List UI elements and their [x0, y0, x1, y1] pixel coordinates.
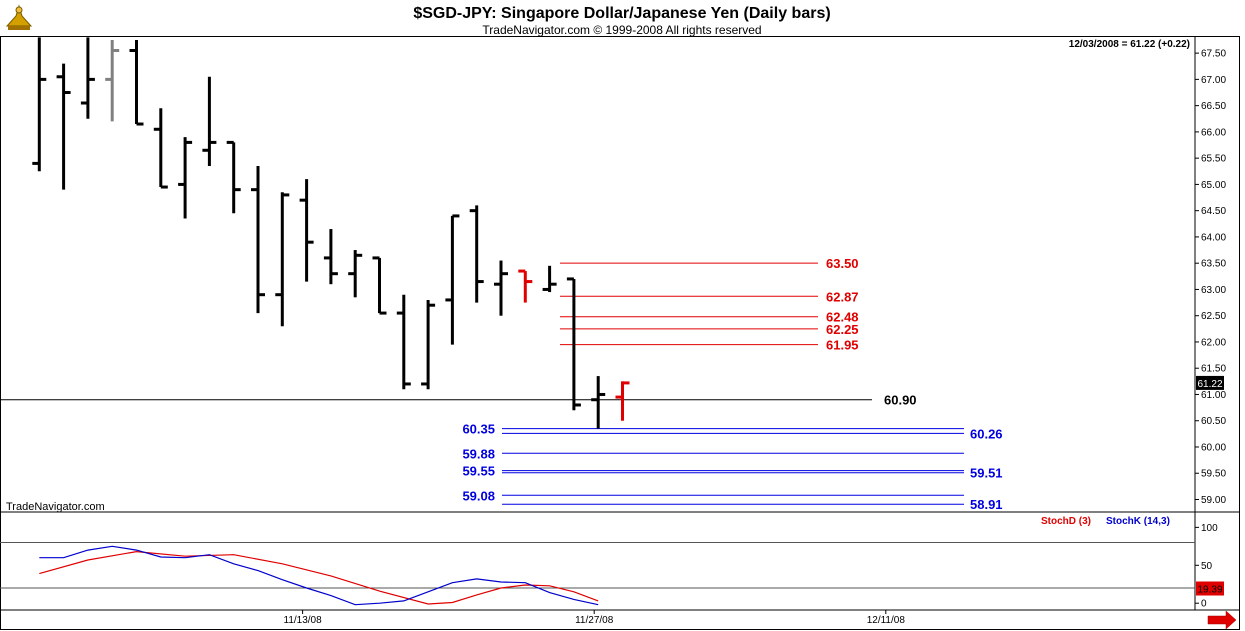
ohlc-bar	[421, 299, 436, 390]
resistance-label: 61.95	[826, 338, 859, 353]
stoch-tag-box	[1196, 581, 1224, 596]
ohlc-bar	[202, 76, 217, 167]
scroll-right-arrow-icon[interactable]	[1207, 610, 1237, 630]
ohlc-bar	[226, 140, 241, 214]
support-label: 59.51	[970, 466, 1003, 481]
stoch-axis: 100 50 0 19.39	[0, 523, 1224, 610]
support-label: 60.35	[462, 422, 495, 437]
ohlc-bars	[32, 37, 630, 429]
price-tick-label: 65.00	[1201, 180, 1226, 191]
stoch-tag-label: 19.39	[1197, 585, 1222, 596]
price-tick-label: 67.00	[1201, 75, 1226, 86]
ohlc-bar	[251, 166, 265, 314]
chart-title: $SGD-JPY: Singapore Dollar/Japanese Yen …	[413, 5, 830, 22]
time-tick-label: 11/27/08	[575, 615, 614, 626]
ohlc-bar	[372, 256, 387, 315]
legend-stoch-k: StochK (14,3)	[1106, 516, 1170, 527]
chart-frame	[0, 36, 1240, 630]
ohlc-bar	[469, 205, 484, 303]
ohlc-bar	[566, 277, 581, 411]
stoch-tick-label: 50	[1201, 561, 1213, 572]
ohlc-bar	[153, 108, 168, 189]
stoch-legend: StochD (3) StochK (14,3)	[1041, 516, 1170, 527]
price-tick-label: 66.00	[1201, 127, 1226, 138]
ohlc-bar	[299, 179, 314, 282]
ohlc-bar	[615, 381, 630, 421]
ohlc-bar	[178, 137, 193, 219]
support-label: 59.08	[462, 488, 495, 503]
ohlc-bar	[494, 260, 508, 316]
stoch-series-line	[39, 545, 599, 606]
price-tick-label: 62.50	[1201, 311, 1226, 322]
price-tick-label: 62.00	[1201, 337, 1226, 348]
ohlc-bar	[348, 250, 363, 298]
ohlc-bar	[129, 40, 144, 126]
last-price-tag-label: 61.22	[1197, 379, 1222, 390]
time-tick-label: 11/13/08	[284, 615, 323, 626]
last-price-tag: 61.22	[1196, 375, 1224, 390]
ohlc-bar	[275, 192, 290, 327]
price-tick-label: 60.00	[1201, 442, 1226, 453]
price-tick-label: 64.00	[1201, 232, 1226, 243]
ohlc-bar	[32, 37, 47, 172]
price-tick-label: 66.50	[1201, 101, 1226, 112]
price-tick-label: 63.50	[1201, 259, 1226, 270]
resistance-label: 63.50	[826, 256, 859, 271]
stoch-tick-label: 0	[1201, 599, 1207, 610]
ohlc-bar	[396, 294, 411, 390]
price-tick-label: 64.50	[1201, 206, 1226, 217]
ohlc-bar	[56, 63, 71, 190]
price-tick-label: 60.50	[1201, 416, 1226, 427]
support-label: 59.88	[462, 446, 495, 461]
time-axis: 11/13/08 11/27/08 12/11/08	[284, 610, 906, 626]
trade-navigator-logo-icon[interactable]	[4, 3, 34, 33]
resistance-label: 62.25	[826, 322, 859, 337]
price-tick-label: 65.50	[1201, 154, 1226, 165]
ohlc-bar	[518, 269, 533, 303]
resistance-label: 62.87	[826, 289, 859, 304]
price-tick-label: 61.50	[1201, 364, 1226, 375]
stoch-series-line	[39, 550, 599, 605]
support-label: 60.26	[970, 426, 1003, 441]
stoch-lines	[39, 545, 599, 606]
resistance-label: 62.48	[826, 310, 859, 325]
support-label: 59.55	[462, 464, 495, 479]
ohlc-bar	[445, 214, 460, 345]
ohlc-bar	[80, 37, 95, 119]
stoch-tick-label: 100	[1201, 523, 1218, 534]
support-label: 58.91	[970, 497, 1003, 512]
ohlc-bar	[323, 229, 338, 285]
price-tick-label: 63.00	[1201, 285, 1226, 296]
last-price-readout: 12/03/2008 = 61.22 (+0.22)	[1069, 39, 1190, 50]
legend-stoch-d: StochD (3)	[1041, 516, 1091, 527]
chart-subtitle: TradeNavigator.com © 1999-2008 All right…	[482, 23, 761, 37]
ohlc-bar	[542, 265, 557, 293]
time-tick-label: 12/11/08	[867, 615, 906, 626]
price-tick-label: 61.00	[1201, 390, 1226, 401]
price-tick-label: 59.00	[1201, 495, 1226, 506]
last-price-tag-box	[1196, 375, 1224, 390]
ohlc-bar	[105, 40, 120, 122]
reference-line-label: 60.90	[884, 393, 917, 408]
watermark: TradeNavigator.com	[6, 501, 105, 513]
price-tick-label: 67.50	[1201, 49, 1226, 60]
price-tick-label: 59.50	[1201, 469, 1226, 480]
price-axis: 67.50 67.00 66.50 66.00 65.50 65.00 64.50 64.00…	[1195, 49, 1226, 506]
ohlc-bar	[591, 376, 606, 429]
